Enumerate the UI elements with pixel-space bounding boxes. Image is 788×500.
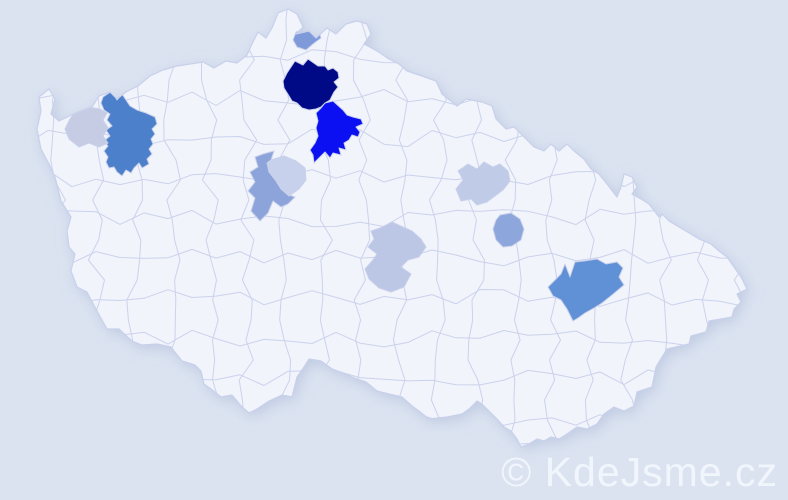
highlighted-district-1 [282,58,340,111]
highlighted-district-9 [455,161,511,206]
highlighted-district-10 [492,212,525,248]
highlighted-district-4 [100,90,158,177]
country-outline [36,8,748,448]
highlighted-district-5 [64,106,109,148]
highlighted-districts [64,28,625,322]
highlighted-district-7 [266,155,307,197]
highlighted-district-8 [364,221,427,293]
highlighted-district-11 [547,258,625,322]
highlighted-district-2 [309,100,364,164]
